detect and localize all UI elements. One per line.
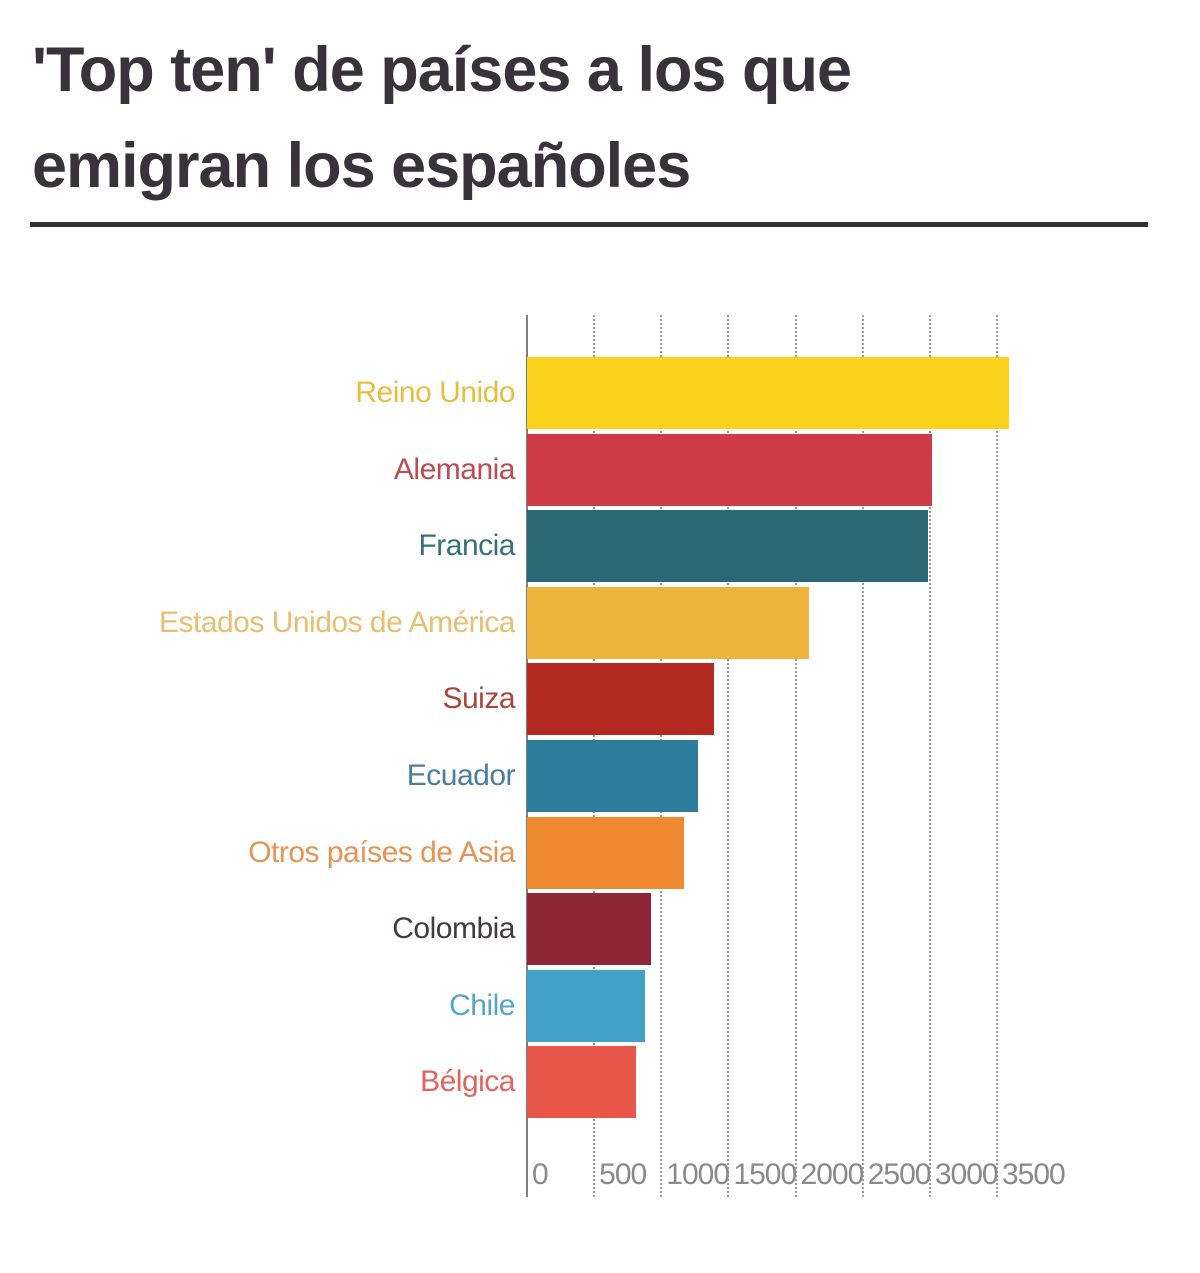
category-label-6: Ecuador — [406, 759, 516, 792]
x-tick-label-1500: 1500 — [733, 1158, 797, 1191]
x-tick-label-1000: 1000 — [666, 1158, 730, 1191]
page-title-line-1: 'Top ten' de países a los que — [32, 35, 852, 105]
category-label-1: Reino Unido — [355, 376, 515, 409]
category-label-2: Alemania — [393, 452, 516, 486]
category-label-9: Chile — [449, 988, 515, 1022]
gridline-3000 — [928, 315, 931, 1197]
page-title: 'Top ten' de países a los que emigran los… — [32, 22, 852, 214]
bar-5 — [527, 663, 714, 736]
x-tick-label-2500: 2500 — [867, 1158, 932, 1191]
category-label-5: Suiza — [442, 682, 515, 716]
bar-4 — [527, 586, 809, 659]
gridline-1500 — [727, 315, 730, 1197]
category-label-10: Bélgica — [420, 1065, 515, 1099]
gridline-2000 — [794, 315, 797, 1197]
x-tick-label-2000: 2000 — [800, 1158, 865, 1191]
bar-3 — [527, 510, 928, 583]
page-title-line-2: emigran los españoles — [32, 131, 691, 201]
x-tick-label-500: 500 — [599, 1158, 647, 1191]
x-tick-label-0: 0 — [532, 1158, 549, 1191]
category-label-7: Otros países de Asia — [248, 835, 515, 869]
category-label-4: Estados Unidos de América — [158, 605, 516, 639]
bar-1 — [527, 357, 1009, 429]
title-underline — [30, 222, 1148, 227]
x-tick-label-3000: 3000 — [934, 1158, 999, 1191]
bar-8 — [527, 893, 651, 966]
x-tick-label-3500: 3500 — [1002, 1158, 1066, 1191]
gridline-2500 — [861, 315, 864, 1197]
category-label-8: Colombia — [392, 912, 515, 946]
bar-10 — [527, 1046, 636, 1119]
bar-7 — [527, 816, 684, 889]
gridline-3500 — [996, 315, 998, 1197]
bar-2 — [527, 433, 932, 506]
category-label-3: Francia — [418, 529, 515, 563]
bar-6 — [527, 740, 698, 812]
bar-9 — [527, 969, 645, 1042]
